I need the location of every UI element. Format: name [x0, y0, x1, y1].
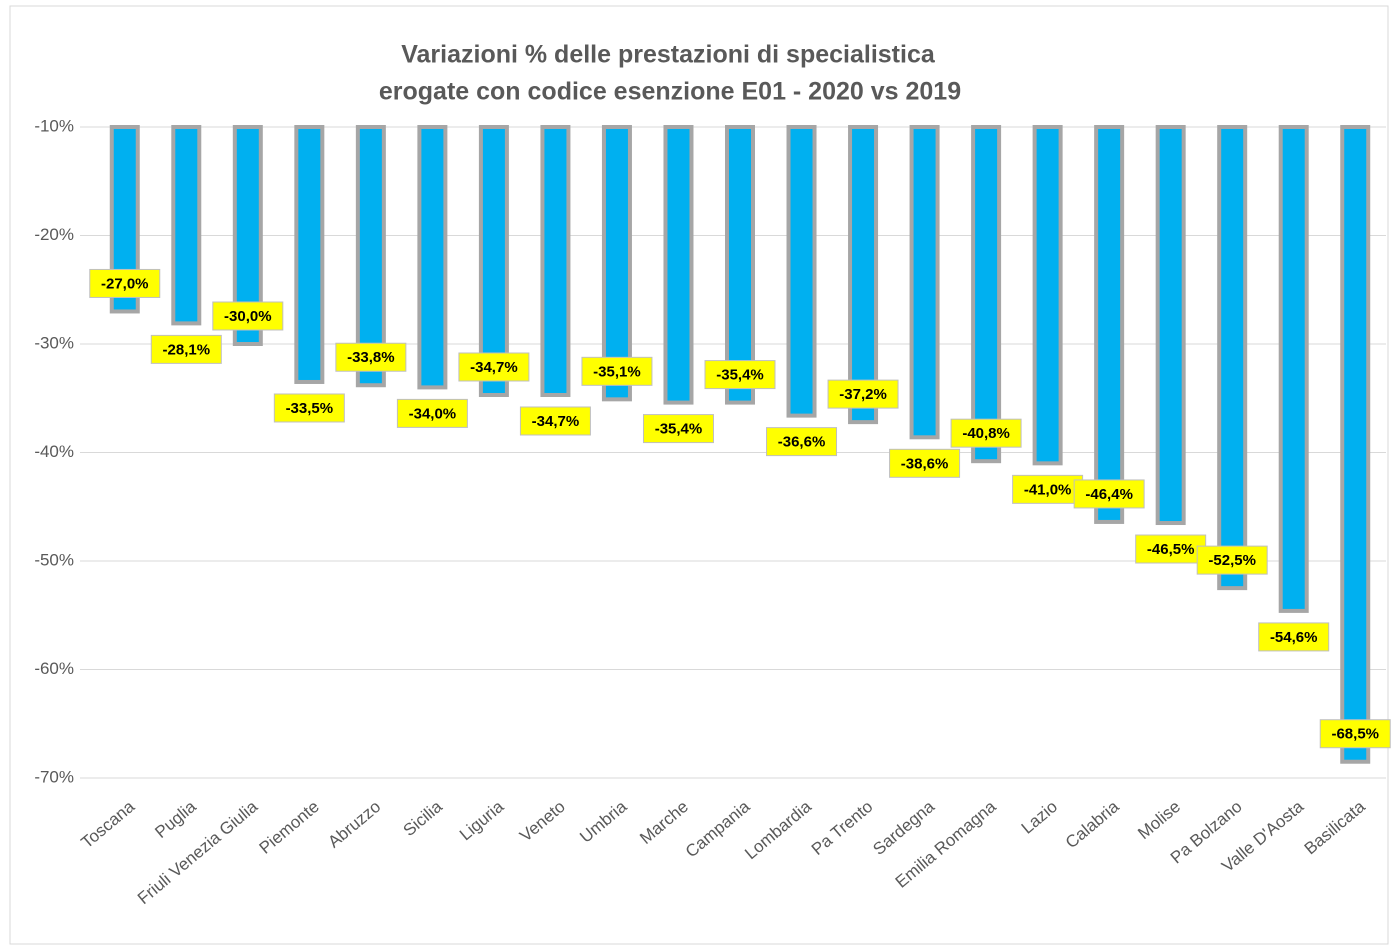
bar: [786, 125, 817, 418]
value-label-box: [1196, 545, 1268, 575]
value-label-box: [642, 414, 714, 444]
value-label: -33,5%: [286, 400, 334, 417]
bar: [478, 125, 509, 397]
value-label: -35,4%: [655, 421, 703, 438]
value-label: -54,6%: [1270, 629, 1318, 646]
bar: [171, 125, 202, 326]
value-label: -40,8%: [962, 425, 1010, 442]
bar: [1217, 125, 1248, 591]
bar: [1340, 125, 1371, 764]
chart-title: Variazioni % delle prestazioni di specia…: [401, 41, 936, 69]
value-label: -34,0%: [409, 405, 457, 422]
value-label-box: [704, 360, 776, 390]
value-label: -27,0%: [101, 275, 149, 292]
bar: [1278, 125, 1309, 613]
value-label: -46,5%: [1147, 541, 1195, 558]
value-label-box: [89, 268, 161, 298]
bar: [725, 125, 755, 405]
value-label: -46,4%: [1085, 486, 1133, 503]
y-tick-label: -50%: [34, 550, 74, 569]
value-label: -52,5%: [1208, 552, 1256, 569]
bar: [663, 125, 694, 405]
value-label-box: [1319, 719, 1391, 749]
bar: [540, 125, 571, 397]
value-label-box: [396, 398, 468, 428]
value-label-box: [519, 406, 591, 436]
value-label-box: [1258, 622, 1330, 652]
value-label-box: [950, 418, 1022, 448]
y-tick-label: -10%: [34, 116, 74, 135]
y-tick-label: -70%: [34, 767, 74, 786]
value-label-box: [212, 301, 284, 331]
value-label: -30,0%: [224, 308, 272, 325]
y-tick-label: -30%: [34, 333, 74, 352]
bar: [909, 125, 940, 440]
bar: [971, 125, 1002, 464]
bar: [417, 125, 448, 390]
value-label: -28,1%: [163, 341, 211, 358]
value-label: -35,1%: [593, 363, 641, 380]
y-tick-label: -60%: [34, 659, 74, 678]
value-label: -38,6%: [901, 455, 949, 472]
value-label: -36,6%: [778, 434, 826, 451]
bar: [848, 125, 879, 425]
value-label-box: [827, 379, 899, 409]
bar: [1032, 125, 1063, 466]
value-label-box: [1073, 479, 1145, 509]
value-label: -41,0%: [1024, 481, 1072, 498]
value-label: -33,8%: [347, 349, 395, 366]
bar: [355, 125, 386, 388]
value-label-box: [581, 356, 653, 386]
value-label-box: [150, 334, 222, 364]
value-label: -35,4%: [716, 367, 764, 384]
bar: [1094, 125, 1125, 524]
bar: [294, 125, 325, 384]
value-label: -37,2%: [839, 386, 887, 403]
value-label: -34,7%: [532, 413, 580, 430]
value-label-box: [335, 342, 407, 372]
bar: [601, 125, 632, 402]
bar: [1155, 125, 1186, 526]
y-tick-label: -20%: [34, 225, 74, 244]
value-label-box: [458, 352, 530, 382]
value-label: -68,5%: [1331, 726, 1379, 743]
value-label-box: [273, 393, 345, 423]
value-label-box: [766, 427, 838, 457]
y-tick-label: -40%: [34, 442, 74, 461]
value-label-box: [1012, 474, 1084, 504]
value-label: -34,7%: [470, 359, 518, 376]
chart-title: erogate con codice esenzione E01 - 2020 …: [379, 78, 961, 106]
value-label-box: [889, 448, 961, 478]
